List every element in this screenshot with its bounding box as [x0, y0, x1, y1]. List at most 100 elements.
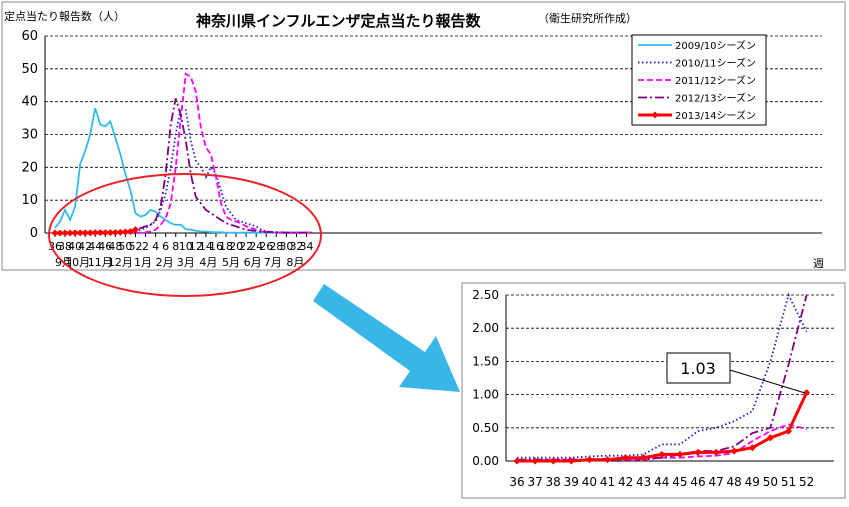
inset-y-tick-label: 0.00	[472, 454, 499, 468]
inset-x-tick-label: 44	[654, 475, 669, 489]
inset-x-tick-label: 43	[636, 475, 651, 489]
inset-y-tick-label: 1.00	[472, 388, 499, 402]
inset-y-tick-label: 0.50	[472, 421, 499, 435]
main-x-tick-label: 30	[279, 240, 293, 253]
legend-label: 2010/11シーズン	[675, 57, 756, 70]
inset-data-point	[622, 454, 630, 462]
main-data-point	[121, 228, 129, 236]
inset-x-tick-label: 51	[781, 475, 796, 489]
inset-data-point	[531, 457, 539, 465]
inset-chart-frame	[461, 282, 846, 499]
main-y-tick-label: 40	[21, 95, 38, 110]
legend-label: 2012/13シーズン	[675, 92, 756, 105]
main-x-tick-label: 48	[108, 240, 122, 253]
inset-data-point	[712, 448, 720, 456]
inset-x-tick-label: 37	[527, 475, 542, 489]
main-data-point	[131, 226, 139, 234]
main-x-tick-label: 38	[58, 240, 72, 253]
main-data-point	[61, 229, 69, 237]
main-x-tick-label: 28	[269, 240, 283, 253]
inset-x-tick-label: 47	[708, 475, 723, 489]
main-y-tick-label: 60	[21, 29, 38, 44]
month-label: 4月	[199, 256, 217, 269]
main-x-tick-label: 4	[152, 240, 159, 253]
inset-data-point	[748, 444, 756, 452]
main-x-tick-label: 42	[78, 240, 92, 253]
month-label: 12月	[108, 256, 133, 269]
main-x-tick-label: 34	[300, 240, 314, 253]
inset-data-point	[513, 457, 521, 465]
main-data-point	[76, 229, 84, 237]
chart-title: 神奈川県インフルエンザ定点当たり報告数	[196, 12, 482, 30]
inset-data-point	[803, 389, 811, 397]
inset-data-point	[549, 457, 557, 465]
inset-x-tick-label: 38	[546, 475, 561, 489]
main-y-tick-label: 0	[30, 226, 38, 241]
inset-x-tick-label: 52	[799, 475, 814, 489]
inset-x-tick-label: 42	[618, 475, 633, 489]
inset-data-point	[640, 454, 648, 462]
inset-data-point	[658, 450, 666, 458]
main-x-tick-label: 6	[162, 240, 169, 253]
inset-x-tick-labels: 36 37 38 39 40 41 42 43 44 45 46 47 48 49 50 51 52	[509, 475, 814, 489]
main-data-point	[91, 229, 99, 237]
main-x-tick-label: 44	[88, 240, 102, 253]
main-x-tick-label: 20	[229, 240, 243, 253]
main-x-tick-label: 18	[219, 240, 233, 253]
month-label: 5月	[222, 256, 240, 269]
month-label: 2月	[156, 256, 174, 269]
main-data-point	[81, 229, 89, 237]
inset-data-point	[694, 448, 702, 456]
main-data-point	[116, 228, 124, 236]
month-label: 3月	[177, 256, 195, 269]
main-x-tick-label: 40	[68, 240, 82, 253]
inset-x-tick-label: 45	[672, 475, 687, 489]
legend-marker	[651, 111, 659, 119]
inset-data-point	[585, 456, 593, 464]
main-data-point	[106, 229, 114, 237]
chart-subtitle: （衛生研究所作成）	[538, 11, 637, 25]
main-y-tick-labels: 0 10 20 30 40 50 60	[21, 29, 38, 241]
inset-x-tick-label: 36	[509, 475, 524, 489]
main-x-tick-label: 46	[98, 240, 112, 253]
month-label: 8月	[286, 256, 304, 269]
main-x-tick-label: 10	[179, 240, 193, 253]
main-data-point	[71, 229, 79, 237]
inset-data-point	[676, 450, 684, 458]
zoom-arrow	[313, 284, 460, 392]
main-x-tick-label: 14	[199, 240, 213, 253]
legend: 2009/10シーズン 2010/11シーズン 2011/12シーズン 2012/13…	[631, 34, 767, 126]
month-label: 7月	[264, 256, 282, 269]
callout-leader-line	[729, 369, 806, 394]
month-label: 11月	[88, 256, 113, 269]
inset-x-tick-label: 41	[600, 475, 615, 489]
inset-y-tick-labels: 0.00 0.50 1.00 1.50 2.00 2.50	[472, 288, 499, 468]
inset-data-point	[785, 427, 792, 435]
inset-data-point	[730, 447, 738, 455]
main-series	[51, 72, 312, 237]
callout-value: 1.03	[680, 359, 716, 378]
month-label: 6月	[244, 256, 262, 269]
inset-data-point	[604, 456, 611, 464]
main-data-point	[66, 229, 74, 237]
main-x-tick-label: 52	[128, 240, 142, 253]
main-data-point	[101, 229, 109, 237]
main-y-tick-label: 50	[21, 62, 38, 77]
main-data-point	[51, 229, 59, 237]
y-axis-label: 定点当たり報告数（人）	[4, 9, 125, 23]
inset-x-tick-label: 50	[763, 475, 778, 489]
legend-label: 2013/14シーズン	[675, 109, 756, 122]
legend-label: 2011/12シーズン	[675, 74, 756, 87]
inset-x-tick-label: 46	[690, 475, 705, 489]
callout-box	[666, 352, 731, 384]
inset-series	[513, 292, 811, 465]
inset-series-s2010-line	[517, 292, 808, 459]
highlight-ellipse	[48, 173, 322, 297]
legend-label: 2009/10シーズン	[675, 39, 756, 52]
main-x-tick-label: 22	[239, 240, 253, 253]
main-data-point	[111, 229, 119, 237]
inset-data-point	[766, 434, 774, 442]
